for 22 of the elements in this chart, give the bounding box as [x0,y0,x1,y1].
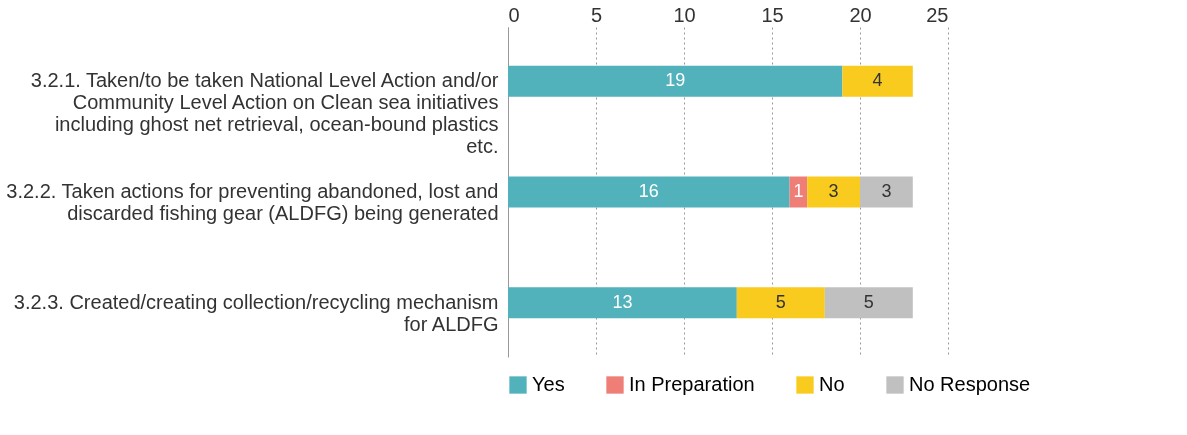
data-label: 3 [881,181,892,201]
legend-label: No Response [909,373,1031,395]
y-tick-label: 3.2.2. Taken actions for preventing abandoned, lost and discarded fishing gear (ALDFG) being generated [6,180,499,224]
data-label: 3 [828,181,839,201]
x-tick-label: 10 [673,3,696,26]
x-tick-label: 25 [926,3,949,26]
x-tick-label: 5 [590,3,603,26]
x-tick-label: 15 [761,3,784,26]
data-label: 5 [863,291,874,312]
data-label: 1 [793,181,804,201]
legend-label: No [819,373,845,395]
data-label: 16 [638,181,659,201]
x-tick-label: 0 [508,3,520,26]
legend-label: Yes [532,373,565,395]
legend-label: In Preparation [629,373,755,395]
data-label: 19 [665,70,686,91]
data-label: 13 [612,291,633,312]
x-tick-label: 20 [849,3,872,26]
data-label: 4 [872,70,883,91]
y-tick-label: 3.2.3. Created/creating collection/recycling mechanism for ALDFG [13,290,499,335]
y-tick-label: 3.2.1. Taken/to be taken National Level Action and/or Community Level Action on Clean sea initiatives including ghost net retrieval, ocean-bound plastics etc. [30,69,499,158]
data-label: 5 [775,291,786,312]
